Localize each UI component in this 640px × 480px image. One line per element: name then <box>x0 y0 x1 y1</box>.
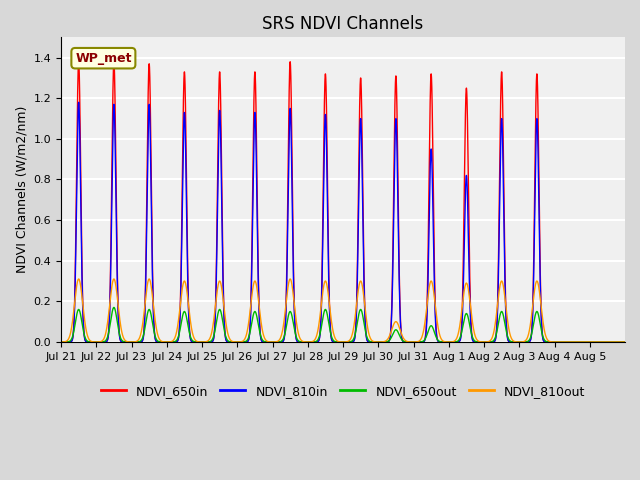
Line: NDVI_650out: NDVI_650out <box>61 307 625 342</box>
NDVI_810in <box>57 339 65 345</box>
NDVI_650out <box>110 304 118 310</box>
NDVI_650in <box>57 339 65 345</box>
NDVI_810out <box>621 339 629 345</box>
NDVI_650out <box>139 335 147 341</box>
NDVI_810in <box>497 126 505 132</box>
NDVI_810out <box>262 337 269 343</box>
NDVI_650out <box>478 339 486 345</box>
NDVI_650in <box>262 339 269 345</box>
Legend: NDVI_650in, NDVI_810in, NDVI_650out, NDVI_810out: NDVI_650in, NDVI_810in, NDVI_650out, NDV… <box>95 380 591 403</box>
NDVI_810in <box>478 339 486 345</box>
NDVI_650out <box>358 308 365 314</box>
NDVI_650in <box>621 339 629 345</box>
NDVI_810in <box>139 337 147 343</box>
NDVI_650in <box>139 337 147 343</box>
Title: SRS NDVI Channels: SRS NDVI Channels <box>262 15 424 33</box>
Text: WP_met: WP_met <box>75 52 132 65</box>
NDVI_650out <box>262 339 269 345</box>
NDVI_810out <box>478 339 486 345</box>
NDVI_650in <box>75 59 83 65</box>
Line: NDVI_810in: NDVI_810in <box>61 102 625 342</box>
NDVI_650in <box>497 82 505 88</box>
Line: NDVI_650in: NDVI_650in <box>61 62 625 342</box>
NDVI_810in <box>621 339 629 345</box>
NDVI_650out <box>95 339 103 345</box>
NDVI_650out <box>57 339 65 345</box>
NDVI_650in <box>95 339 103 345</box>
NDVI_810out <box>358 280 365 286</box>
NDVI_810in <box>358 142 365 148</box>
NDVI_650in <box>478 339 486 345</box>
NDVI_650out <box>621 339 629 345</box>
NDVI_810out <box>57 339 65 345</box>
NDVI_810out <box>110 276 118 282</box>
Line: NDVI_810out: NDVI_810out <box>61 279 625 342</box>
NDVI_810in <box>75 99 83 105</box>
NDVI_650out <box>497 309 505 315</box>
NDVI_810out <box>95 339 103 345</box>
NDVI_810out <box>139 321 147 327</box>
NDVI_650in <box>358 106 365 112</box>
NDVI_810out <box>497 279 505 285</box>
NDVI_650in <box>612 339 620 345</box>
NDVI_810in <box>95 339 103 345</box>
Y-axis label: NDVI Channels (W/m2/nm): NDVI Channels (W/m2/nm) <box>15 106 28 273</box>
NDVI_810in <box>262 339 269 345</box>
NDVI_810in <box>612 339 620 345</box>
